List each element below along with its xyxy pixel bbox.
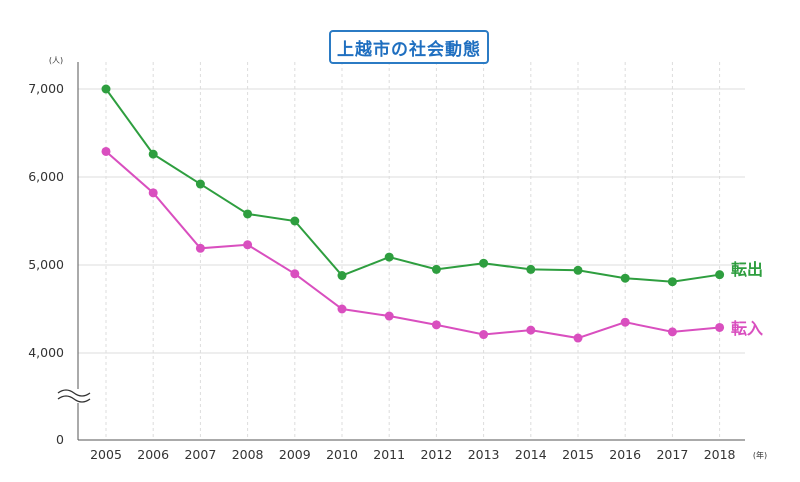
x-tick-label: 2005 <box>90 447 122 462</box>
y-tick-label: 5,000 <box>28 257 64 272</box>
series-line-0 <box>105 88 720 283</box>
data-point <box>620 273 630 283</box>
x-tick-label: 2013 <box>468 447 500 462</box>
y-tick-label: 7,000 <box>28 81 64 96</box>
x-tick-label: 2012 <box>420 447 452 462</box>
series-line-1 <box>105 150 720 340</box>
x-tick-label: 2016 <box>609 447 641 462</box>
data-point <box>667 277 677 287</box>
data-point <box>148 149 158 159</box>
x-tick-labels: 2005 2006 2007 2008 2009 2010 2011 2012 2013 2014… <box>90 447 735 462</box>
x-tick-label: 2008 <box>232 447 264 462</box>
data-point <box>384 311 394 321</box>
chart-title-box: 上越市の社会動態 <box>329 30 489 64</box>
series-lines <box>101 84 725 343</box>
data-point <box>715 322 725 332</box>
x-tick-label: 2014 <box>515 447 547 462</box>
data-point <box>148 188 158 198</box>
y-tick-label: 4,000 <box>28 345 64 360</box>
x-tick-label: 2006 <box>137 447 169 462</box>
y-tick-label: 0 <box>56 432 64 447</box>
data-point <box>620 317 630 327</box>
grid-lines <box>78 62 745 440</box>
x-tick-label: 2018 <box>704 447 736 462</box>
chart-title: 上越市の社会動態 <box>337 39 481 60</box>
y-tick-label: 6,000 <box>28 169 64 184</box>
data-point <box>101 146 111 156</box>
data-point <box>431 320 441 330</box>
data-point <box>243 209 253 219</box>
x-tick-label: 2017 <box>656 447 688 462</box>
series-label-tennyu: 転入 <box>731 319 763 338</box>
data-point <box>290 269 300 279</box>
data-point <box>573 265 583 275</box>
data-point <box>384 252 394 262</box>
data-point <box>101 84 111 94</box>
data-point <box>243 240 253 250</box>
x-tick-label: 2010 <box>326 447 358 462</box>
data-point <box>667 327 677 337</box>
data-point <box>337 271 347 281</box>
x-unit-label: (年) <box>753 450 767 460</box>
x-tick-label: 2009 <box>279 447 311 462</box>
data-point <box>195 179 205 189</box>
axes <box>57 62 745 441</box>
y-unit-label: (人) <box>49 56 63 65</box>
data-point <box>479 330 489 340</box>
x-tick-label: 2011 <box>373 447 405 462</box>
data-point <box>195 243 205 253</box>
data-point <box>526 325 536 335</box>
data-point <box>715 270 725 280</box>
series-label-tenshutsu: 転出 <box>731 260 763 279</box>
data-point <box>479 258 489 268</box>
axis-break-icon <box>57 389 92 403</box>
data-point <box>337 304 347 314</box>
data-point <box>573 333 583 343</box>
x-tick-label: 2007 <box>184 447 216 462</box>
data-point <box>290 216 300 226</box>
data-point <box>526 264 536 274</box>
data-point <box>431 264 441 274</box>
x-tick-label: 2015 <box>562 447 594 462</box>
y-tick-labels: 0 4,000 5,000 6,000 7,000 (人) <box>28 56 64 447</box>
